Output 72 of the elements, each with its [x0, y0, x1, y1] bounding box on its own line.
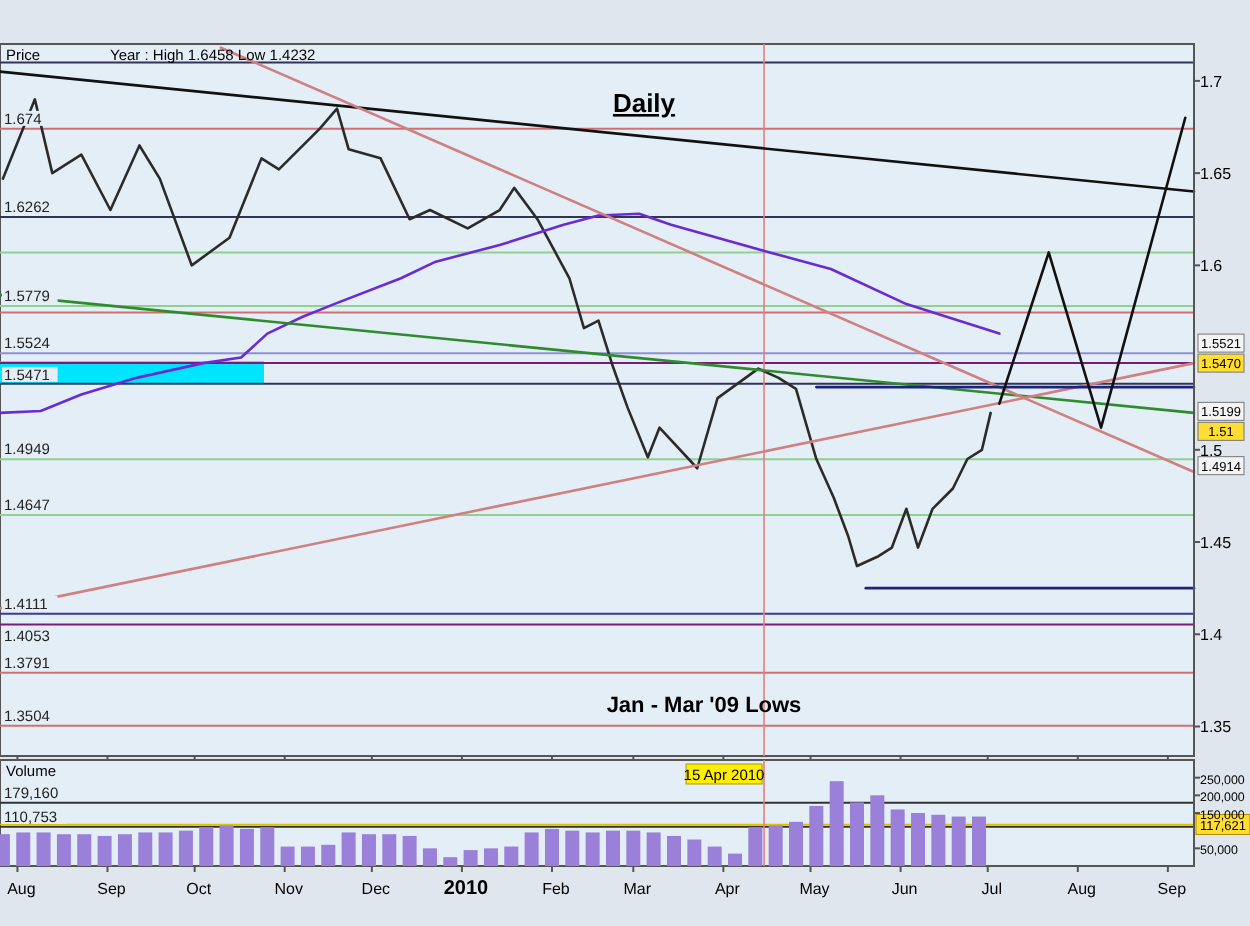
bar [890, 809, 905, 866]
x-tick-label: Aug [1067, 880, 1097, 898]
bar [280, 846, 295, 866]
bar [687, 839, 702, 866]
bar [56, 834, 71, 866]
bar [727, 853, 742, 866]
line-series [0, 212, 1001, 415]
y-tick-label: 1.7 [1200, 72, 1224, 91]
x-tick-label: Oct [186, 880, 213, 898]
bar [850, 802, 865, 866]
bar [361, 834, 376, 866]
x-tick-label: Aug [7, 880, 36, 898]
y-tick-label: 1.5 [1200, 441, 1224, 460]
bar [605, 830, 620, 866]
bar [77, 834, 92, 866]
bar [626, 830, 641, 866]
bar [972, 816, 987, 866]
y-tick-label: 1.6 [1200, 257, 1224, 276]
bar [809, 805, 824, 866]
bar [789, 821, 803, 866]
bar [524, 832, 539, 866]
text: Daily [612, 88, 677, 118]
x-tick-label: Jun [891, 880, 918, 898]
bar [422, 848, 437, 866]
annotation: Jan - Mar '09 Lows [606, 694, 802, 718]
x-tick-label: Sep [1157, 880, 1188, 898]
bar [402, 835, 417, 866]
bar [768, 825, 783, 866]
x-tick-label: Mar [623, 880, 652, 898]
bar [321, 844, 336, 866]
bar [565, 830, 580, 866]
x-tick-label: Jul [981, 880, 1003, 898]
bar [870, 795, 885, 866]
bar [178, 830, 193, 866]
y-tick-label: 1.4 [1200, 626, 1224, 645]
bar [951, 816, 966, 866]
y-tick-label: 1.35 [1200, 718, 1233, 737]
bar [341, 832, 356, 866]
bar [219, 825, 234, 866]
bar [239, 828, 254, 866]
bar [463, 850, 478, 866]
x-tick-label: 2010 [443, 878, 490, 900]
bar [585, 832, 600, 866]
x-tick-label: Feb [542, 880, 571, 898]
bar [931, 814, 946, 866]
bar [544, 828, 559, 866]
x-tick-label: May [799, 880, 830, 898]
bar [829, 781, 844, 866]
bar [16, 832, 31, 866]
bar [646, 832, 661, 866]
x-tick-label: Dec [361, 880, 391, 898]
bar [36, 832, 51, 866]
bar [117, 834, 132, 866]
y-tick-label: 1.65 [1200, 165, 1233, 184]
bar [382, 834, 397, 866]
bar [260, 827, 275, 866]
bar [158, 832, 173, 866]
bar [748, 827, 763, 866]
bar [443, 857, 458, 866]
x-tick-label: Nov [274, 880, 303, 898]
bar [483, 848, 498, 866]
y-tick-label: 1.45 [1200, 534, 1233, 553]
bar [666, 835, 681, 866]
bar [199, 827, 214, 866]
bar [504, 846, 519, 866]
bar [300, 846, 315, 866]
x-tick-label: Sep [97, 880, 127, 898]
x-tick-label: Apr [714, 880, 741, 898]
bar [97, 835, 112, 866]
bar [138, 832, 153, 866]
bar [707, 846, 722, 866]
bar [911, 813, 926, 866]
